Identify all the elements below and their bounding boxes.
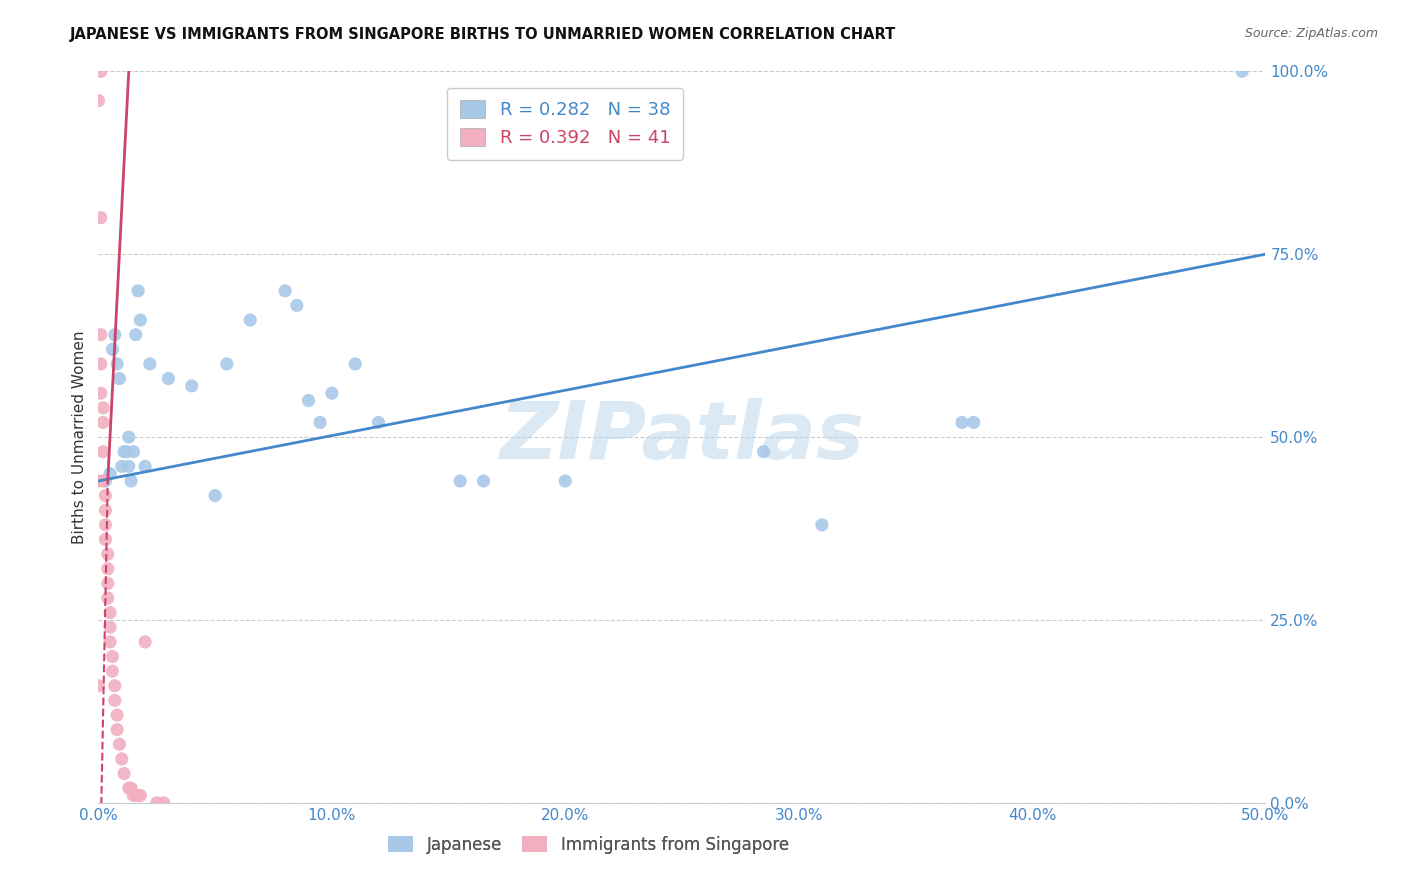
- Point: [94, 517, 117, 532]
- Point: [472, 474, 495, 488]
- Point: [125, 789, 148, 803]
- Point: [152, 796, 174, 810]
- Point: [104, 693, 127, 707]
- Text: ZIPatlas: ZIPatlas: [499, 398, 865, 476]
- Point: [108, 371, 131, 385]
- Point: [215, 357, 238, 371]
- Point: [104, 327, 127, 342]
- Point: [90, 64, 112, 78]
- Point: [118, 781, 141, 796]
- Text: JAPANESE VS IMMIGRANTS FROM SINGAPORE BIRTHS TO UNMARRIED WOMEN CORRELATION CHAR: JAPANESE VS IMMIGRANTS FROM SINGAPORE BI…: [70, 27, 897, 42]
- Point: [125, 327, 148, 342]
- Point: [146, 796, 169, 810]
- Point: [97, 547, 120, 561]
- Point: [367, 416, 389, 430]
- Point: [97, 576, 120, 591]
- Point: [98, 635, 121, 649]
- Point: [91, 416, 114, 430]
- Point: [87, 94, 110, 108]
- Point: [98, 620, 121, 634]
- Point: [120, 781, 142, 796]
- Point: [94, 533, 117, 547]
- Point: [90, 357, 112, 371]
- Point: [91, 401, 114, 415]
- Point: [950, 416, 973, 430]
- Point: [962, 416, 984, 430]
- Point: [180, 379, 202, 393]
- Legend: Japanese, Immigrants from Singapore: Japanese, Immigrants from Singapore: [382, 829, 796, 860]
- Point: [111, 752, 134, 766]
- Y-axis label: Births to Unmarried Women: Births to Unmarried Women: [72, 330, 87, 544]
- Point: [134, 459, 156, 474]
- Point: [309, 416, 332, 430]
- Point: [127, 284, 149, 298]
- Point: [87, 474, 110, 488]
- Point: [98, 606, 121, 620]
- Point: [122, 789, 145, 803]
- Point: [91, 474, 114, 488]
- Point: [449, 474, 471, 488]
- Point: [105, 357, 128, 371]
- Point: [90, 327, 112, 342]
- Point: [122, 444, 145, 458]
- Point: [157, 371, 180, 385]
- Point: [101, 649, 124, 664]
- Point: [811, 517, 834, 532]
- Point: [105, 723, 128, 737]
- Point: [112, 766, 135, 780]
- Point: [134, 635, 156, 649]
- Point: [94, 503, 117, 517]
- Point: [94, 474, 117, 488]
- Point: [101, 664, 124, 678]
- Point: [285, 298, 308, 312]
- Point: [108, 737, 131, 751]
- Point: [120, 474, 142, 488]
- Point: [1230, 64, 1253, 78]
- Point: [91, 444, 114, 458]
- Point: [90, 386, 112, 401]
- Point: [204, 489, 226, 503]
- Text: Source: ZipAtlas.com: Source: ZipAtlas.com: [1244, 27, 1378, 40]
- Point: [752, 444, 775, 458]
- Point: [87, 679, 110, 693]
- Point: [239, 313, 262, 327]
- Point: [118, 430, 141, 444]
- Point: [274, 284, 297, 298]
- Point: [104, 679, 127, 693]
- Point: [101, 343, 124, 357]
- Point: [90, 211, 112, 225]
- Point: [127, 789, 149, 803]
- Point: [129, 789, 152, 803]
- Point: [118, 459, 141, 474]
- Point: [105, 708, 128, 723]
- Point: [139, 357, 162, 371]
- Point: [115, 444, 138, 458]
- Point: [321, 386, 343, 401]
- Point: [97, 562, 120, 576]
- Point: [111, 459, 134, 474]
- Point: [344, 357, 367, 371]
- Point: [297, 393, 319, 408]
- Point: [554, 474, 576, 488]
- Point: [94, 489, 117, 503]
- Point: [98, 467, 121, 481]
- Point: [112, 444, 135, 458]
- Point: [129, 313, 152, 327]
- Point: [97, 591, 120, 605]
